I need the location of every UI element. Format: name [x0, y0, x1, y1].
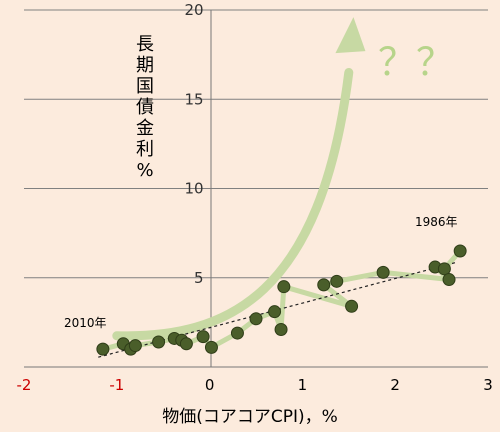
data-point [437, 262, 451, 276]
y-tick-labels: 5 10 15 20 [185, 1, 204, 287]
data-point [268, 305, 282, 319]
y-tick-label: 20 [185, 1, 204, 19]
data-point [196, 330, 210, 344]
data-point [317, 278, 331, 292]
trend-arrow-head [335, 17, 366, 54]
data-point [274, 323, 288, 337]
x-tick-label: 1 [298, 376, 308, 394]
data-point [345, 299, 359, 313]
data-point [179, 337, 193, 351]
y-tick-label: 5 [194, 269, 204, 287]
data-point [204, 340, 218, 354]
data-point [330, 274, 344, 288]
data-points [96, 244, 467, 356]
y-tick-label: 15 [185, 90, 204, 108]
x-axis-label: 物価(コアコアCPI)，% [162, 407, 338, 427]
x-tick-label: 2 [390, 376, 400, 394]
data-point [152, 335, 166, 349]
data-point [277, 280, 291, 294]
x-tick-label: -2 [17, 376, 32, 394]
data-point [230, 326, 244, 340]
x-tick-label: -1 [109, 376, 124, 394]
x-tick-label: 0 [205, 376, 215, 394]
question-annotation: ？？ [378, 40, 454, 84]
data-point [96, 342, 110, 356]
data-point [442, 273, 456, 287]
data-point [453, 244, 467, 258]
axes [24, 10, 488, 368]
y-tick-label: 10 [185, 180, 204, 198]
start-year-label: 2010年 [64, 316, 107, 330]
data-point [128, 339, 142, 353]
x-tick-label: 3 [483, 376, 493, 394]
data-point [249, 312, 263, 326]
x-tick-labels: -2 -1 0 1 2 3 [17, 376, 493, 394]
trend-arrow [112, 67, 354, 341]
y-axis-label: 長期国債金利% [136, 34, 154, 181]
data-point [376, 265, 390, 279]
end-year-label: 1986年 [415, 215, 458, 229]
